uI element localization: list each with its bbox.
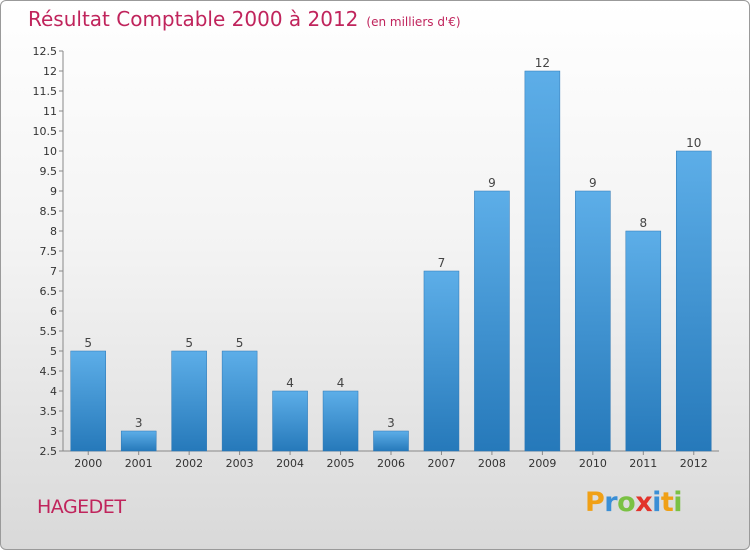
bar-2004 (272, 390, 308, 452)
logo-letter: x (635, 487, 653, 518)
bar-value-label: 5 (236, 336, 244, 350)
bar-2010 (575, 190, 611, 452)
x-tick-label: 2009 (528, 457, 556, 470)
y-tick-label: 3.5 (40, 405, 58, 418)
bar-2006 (373, 430, 409, 452)
bar-2012 (676, 150, 712, 452)
y-tick-label: 9 (50, 185, 57, 198)
bar-value-label: 10 (686, 136, 701, 150)
y-tick-label: 12 (43, 65, 57, 78)
chart-title-text: Résultat Comptable 2000 à 2012 (28, 7, 359, 31)
bar-2001 (120, 430, 157, 452)
y-tick-label: 7.5 (40, 245, 58, 258)
axes: 2.5 3 3.5 4 4.5 5 5.5 6 6.5 7 7.5 8 8.5 9 9.5 10 10.5 11 1… (33, 45, 719, 470)
bar-value-label: 9 (488, 176, 496, 190)
bar-value-label: 7 (438, 256, 446, 270)
y-tick-label: 12.5 (33, 45, 58, 58)
logo-letter: i (652, 487, 661, 518)
chart-title: Résultat Comptable 2000 à 2012 (en millie… (28, 7, 461, 31)
y-tick-label: 6.5 (40, 285, 58, 298)
x-tick-label: 2012 (680, 457, 708, 470)
bar-value-label: 5 (185, 336, 193, 350)
y-tick-label: 7 (50, 265, 57, 278)
x-tick-label: 2006 (377, 457, 405, 470)
y-tick-label: 4 (50, 385, 57, 398)
bars: 5 3 5 5 4 4 3 7 9 12 9 8 10 (70, 56, 712, 452)
x-tick-label: 2003 (226, 457, 254, 470)
bar-2009 (524, 70, 561, 452)
bar-2011 (625, 230, 662, 452)
commune-name: HAGEDET (37, 496, 126, 518)
bar-value-label: 4 (286, 376, 294, 390)
y-tick-label: 4.5 (40, 365, 58, 378)
x-tick-label: 2007 (427, 457, 455, 470)
chart-unit: (en milliers d'€) (366, 15, 461, 29)
y-tick-label: 2.5 (40, 445, 58, 458)
bar-2007 (423, 270, 460, 452)
y-tick-label: 3 (50, 425, 57, 438)
bar-2003 (221, 350, 258, 452)
bar-2008 (474, 190, 510, 452)
bar-2005 (322, 390, 359, 452)
x-tick-label: 2011 (629, 457, 657, 470)
bar-value-label: 4 (337, 376, 345, 390)
x-tick-label: 2008 (478, 457, 506, 470)
y-tick-label: 9.5 (40, 165, 58, 178)
logo-letter: r (604, 487, 618, 518)
bar-value-label: 3 (387, 416, 395, 430)
logo-letter: o (617, 487, 636, 518)
y-tick-label: 10.5 (33, 125, 58, 138)
bar-2000 (70, 350, 106, 452)
logo-letter: i (673, 487, 683, 518)
y-tick-label: 8.5 (40, 205, 58, 218)
x-tick-label: 2004 (276, 457, 304, 470)
x-tick-label: 2010 (579, 457, 607, 470)
x-tick-label: 2005 (327, 457, 355, 470)
y-tick-label: 5.5 (40, 325, 58, 338)
y-tick-label: 8 (50, 225, 57, 238)
bar-value-label: 8 (639, 216, 647, 230)
x-tick-label: 2002 (175, 457, 203, 470)
bar-value-label: 12 (535, 56, 550, 70)
bar-value-label: 5 (84, 336, 92, 350)
proxiti-logo: Proxiti (585, 487, 683, 518)
x-tick-label: 2001 (125, 457, 153, 470)
bar-2002 (171, 350, 207, 452)
logo-letter: P (585, 487, 605, 518)
y-tick-label: 11.5 (33, 85, 58, 98)
y-tick-label: 10 (43, 145, 57, 158)
y-tick-label: 5 (50, 345, 57, 358)
y-tick-label: 6 (50, 305, 57, 318)
x-tick-label: 2000 (74, 457, 102, 470)
bar-value-label: 9 (589, 176, 597, 190)
bar-value-label: 3 (135, 416, 143, 430)
logo-letter: t (660, 487, 674, 518)
y-tick-label: 11 (43, 105, 57, 118)
